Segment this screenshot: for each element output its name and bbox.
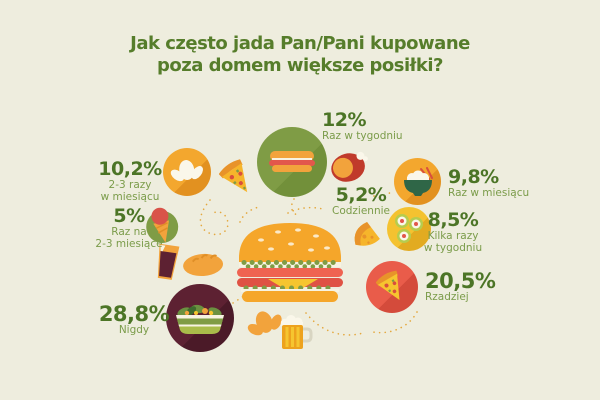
croissant-icon [170, 160, 203, 182]
stat-label: Kilka razy [427, 230, 479, 242]
salad-bowl-icon [176, 304, 224, 334]
stat-codziennie: 5,2% Codziennie [323, 185, 399, 217]
sushi-icon [395, 214, 423, 243]
stat-label: Nigdy [118, 324, 150, 336]
croissant-circle [163, 148, 211, 196]
stat-label: w miesiącu [100, 191, 160, 203]
pizza-circle [366, 261, 418, 313]
beer-mug-icon [278, 314, 314, 352]
stat-rzadziej: 20,5% Rzadziej [425, 269, 496, 304]
stat-raz-w-miesiacu: 9,8% Raz w miesiącu [448, 167, 529, 199]
stat-kilka-razy-w-tygodniu: 8,5% Kilka razy w tygodniu [420, 210, 486, 254]
cheese-wedge-icon [350, 220, 382, 250]
hotdog-circle [257, 127, 327, 197]
stat-percent: 9,8% [448, 166, 499, 188]
stat-raz-na-2-3-miesiace: 5% Raz na 2-3 miesiące [93, 206, 165, 250]
stat-percent: 28,8% [98, 302, 170, 326]
title-line-2: poza domem większe posiłki? [157, 55, 443, 76]
stat-percent: 10,2% [98, 158, 162, 180]
rice-bowl-circle [394, 158, 441, 205]
burger-icon [236, 218, 344, 302]
stat-label: w tygodniu [423, 242, 483, 254]
stat-label: Codziennie [332, 205, 390, 217]
stat-label: Raz w miesiącu [448, 187, 530, 199]
croissant-icon [246, 308, 284, 340]
stat-label: 2-3 miesiące [95, 238, 163, 250]
salad-circle [166, 284, 234, 352]
stat-label: Rzadziej [425, 291, 469, 303]
title-line-1: Jak często jada Pan/Pani kupowane [130, 33, 470, 54]
hotdog-icon [269, 151, 315, 172]
ice-cream-icon [142, 204, 182, 248]
stat-label: 2-3 razy [108, 179, 152, 191]
stat-label: Raz w tygodniu [322, 130, 403, 142]
stat-label: Raz na [111, 226, 147, 238]
stat-percent: 5,2% [335, 184, 387, 206]
page-title: Jak często jada Pan/Pani kupowane poza d… [0, 33, 600, 77]
rice-bowl-icon [403, 166, 433, 196]
cola-glass-icon [153, 244, 181, 282]
stat-raz-w-tygodniu: 12% Raz w tygodniu [322, 110, 403, 142]
stat-2-3-razy-w-miesiacu: 10,2% 2-3 razy w miesiącu [94, 159, 166, 203]
sushi-circle [387, 207, 431, 251]
stat-percent: 20,5% [425, 269, 496, 293]
pizza-slice-icon [376, 270, 400, 300]
pizza-slice-icon [219, 158, 257, 200]
roast-chicken-icon [328, 148, 372, 186]
stat-percent: 5% [113, 205, 145, 227]
stat-nigdy: 28,8% Nigdy [94, 302, 174, 337]
bread-loaf-icon [182, 251, 224, 278]
stat-percent: 12% [322, 109, 366, 131]
stat-percent: 8,5% [427, 209, 479, 231]
